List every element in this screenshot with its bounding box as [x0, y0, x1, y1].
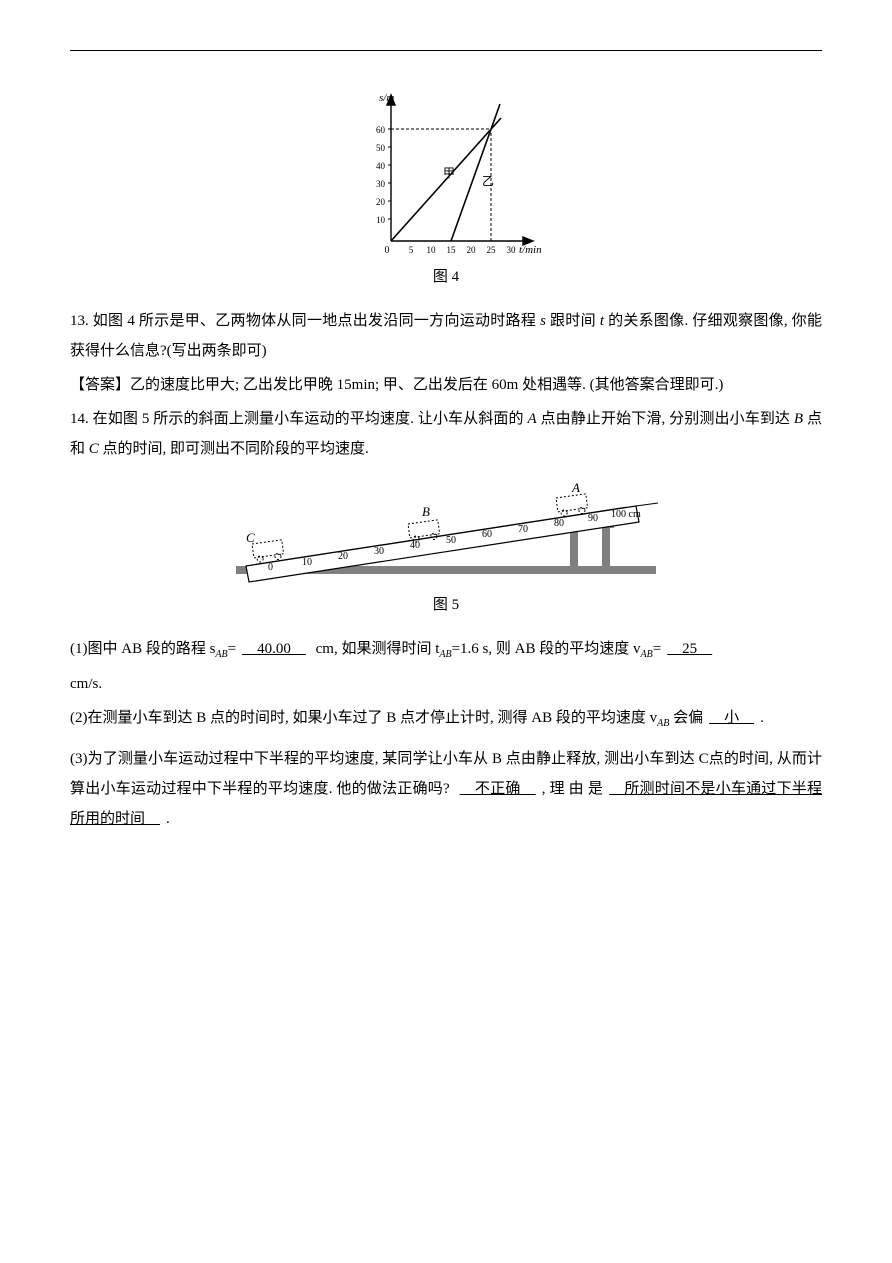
svg-text:0: 0: [385, 245, 390, 256]
q13-answer: 【答案】乙的速度比甲大; 乙出发比甲晚 15min; 甲、乙出发后在 60m 处…: [70, 370, 822, 400]
svg-text:100 cm: 100 cm: [611, 509, 641, 520]
svg-text:10: 10: [376, 215, 386, 225]
q14p2-tail: .: [760, 710, 764, 726]
q14-part1: (1)图中 AB 段的路程 sAB= 40.00 cm, 如果测得时间 tAB=…: [70, 634, 822, 665]
figure-4: 10 20 30 40 50 60 5 10 15 20 25 30 s/m t…: [70, 91, 822, 256]
q14p3-blank1: 不正确: [454, 781, 542, 797]
svg-text:70: 70: [518, 524, 528, 535]
svg-text:C: C: [246, 530, 255, 545]
q14p1-sub1: AB: [215, 649, 227, 660]
q14p3-mid: , 理 由 是: [542, 781, 603, 797]
q14p1-blank1: 40.00: [236, 641, 312, 657]
q14-part3: (3)为了测量小车运动过程中下半程的平均速度, 某同学让小车从 B 点由静止释放…: [70, 744, 822, 834]
fig4-label: 图 4: [70, 262, 822, 292]
q14p1-pre: (1)图中 AB 段的路程 s: [70, 641, 215, 657]
svg-text:15: 15: [447, 245, 457, 255]
q14-part1-tail: cm/s.: [70, 669, 822, 699]
svg-text:B: B: [422, 504, 430, 519]
svg-text:s/m: s/m: [379, 92, 394, 104]
q14p1-mid4: =: [653, 641, 661, 657]
q14p1-blank2: 25: [661, 641, 718, 657]
svg-text:25: 25: [487, 245, 497, 255]
svg-text:80: 80: [554, 518, 564, 529]
svg-text:甲: 甲: [443, 166, 455, 180]
svg-text:t/min: t/min: [519, 244, 541, 256]
svg-text:5: 5: [409, 245, 414, 255]
svg-text:A: A: [571, 480, 580, 495]
q14p2-pre: (2)在测量小车到达 B 点的时间时, 如果小车过了 B 点才停止计时, 测得 …: [70, 710, 657, 726]
svg-text:20: 20: [376, 197, 386, 207]
svg-text:20: 20: [338, 551, 348, 562]
q14p1-sub2: AB: [439, 649, 451, 660]
svg-text:10: 10: [302, 557, 312, 568]
q14p1-sub3: AB: [640, 649, 652, 660]
svg-text:30: 30: [507, 245, 517, 255]
svg-text:50: 50: [446, 535, 456, 546]
q14p2-sub: AB: [657, 718, 669, 729]
q14p2-blank: 小: [703, 710, 760, 726]
fig4-chart: 10 20 30 40 50 60 5 10 15 20 25 30 s/m t…: [351, 91, 541, 256]
svg-text:20: 20: [467, 245, 477, 255]
svg-text:40: 40: [410, 540, 420, 551]
q14p3-tail: .: [166, 811, 170, 827]
svg-text:60: 60: [482, 529, 492, 540]
page-top-rule: [70, 50, 822, 51]
svg-text:90: 90: [588, 513, 598, 524]
fig5-diagram: 0 10 20 30 40 50 60 70 80 90 100 cm: [226, 474, 666, 584]
svg-text:乙: 乙: [482, 174, 494, 188]
q14p1-mid2: cm, 如果测得时间 t: [312, 641, 440, 657]
figure-5: 0 10 20 30 40 50 60 70 80 90 100 cm: [70, 474, 822, 584]
svg-text:0: 0: [268, 562, 273, 573]
q14-part2: (2)在测量小车到达 B 点的时间时, 如果小车过了 B 点才停止计时, 测得 …: [70, 703, 822, 734]
q14p1-mid1: =: [228, 641, 236, 657]
q13-text: 13. 如图 4 所示是甲、乙两物体从同一地点出发沿同一方向运动时路程 s 跟时…: [70, 306, 822, 366]
svg-text:60: 60: [376, 125, 386, 135]
svg-text:10: 10: [427, 245, 437, 255]
svg-text:30: 30: [376, 179, 386, 189]
svg-text:40: 40: [376, 161, 386, 171]
fig5-label: 图 5: [70, 590, 822, 620]
q14p2-mid: 会偏: [669, 710, 703, 726]
q14p1-mid3: =1.6 s, 则 AB 段的平均速度 v: [452, 641, 641, 657]
svg-text:30: 30: [374, 546, 384, 557]
svg-text:50: 50: [376, 143, 386, 153]
q14-intro: 14. 在如图 5 所示的斜面上测量小车运动的平均速度. 让小车从斜面的 A 点…: [70, 404, 822, 464]
